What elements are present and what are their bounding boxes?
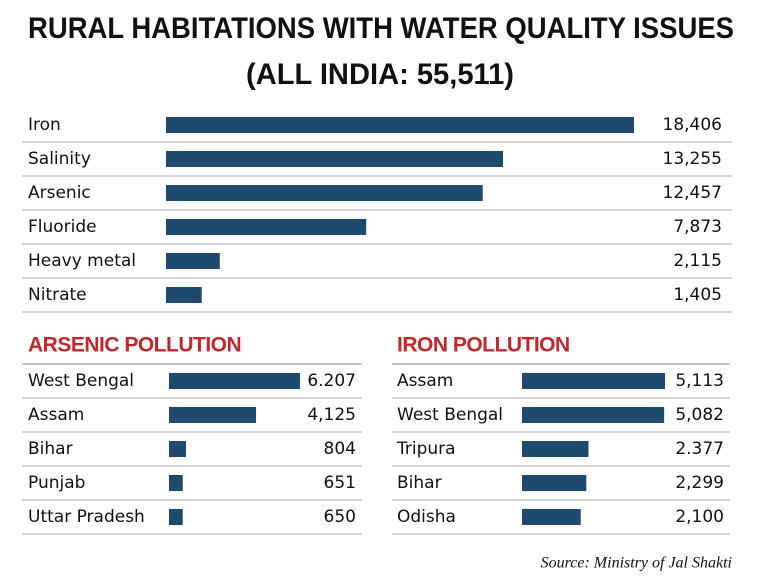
bar: [166, 117, 634, 133]
category-label: Arsenic: [28, 183, 91, 203]
value-label: 4,125: [307, 405, 356, 425]
value-label: 2,299: [675, 473, 724, 493]
bar: [166, 151, 504, 167]
bar: [166, 287, 202, 303]
bar: [169, 373, 300, 389]
value-label: 650: [324, 507, 356, 527]
bar: [169, 441, 186, 457]
bar: [169, 407, 257, 423]
value-label: 651: [324, 473, 356, 493]
bar: [166, 219, 367, 235]
value-label: 5,082: [675, 405, 724, 425]
chart-subtitle: (ALL INDIA: 55,511): [246, 58, 514, 91]
category-label: Assam: [397, 371, 453, 391]
value-label: 2,115: [673, 251, 722, 271]
category-label: Odisha: [397, 507, 456, 527]
category-label: Salinity: [28, 149, 91, 169]
category-label: West Bengal: [28, 371, 134, 391]
bar: [169, 509, 183, 525]
category-label: Bihar: [397, 473, 442, 493]
value-label: 18,406: [663, 115, 722, 135]
value-label: 2,100: [675, 507, 724, 527]
category-label: West Bengal: [397, 405, 503, 425]
bar: [522, 475, 587, 491]
bar: [166, 185, 483, 201]
category-label: Bihar: [28, 439, 73, 459]
category-label: Fluoride: [28, 217, 97, 237]
category-label: Iron: [28, 115, 61, 135]
bar: [169, 475, 183, 491]
category-label: Uttar Pradesh: [28, 507, 145, 527]
value-label: 12,457: [663, 183, 722, 203]
value-label: 804: [324, 439, 356, 459]
bar: [166, 253, 220, 269]
category-label: Nitrate: [28, 285, 87, 305]
category-label: Punjab: [28, 473, 85, 493]
bar: [522, 407, 665, 423]
value-label: 7,873: [673, 217, 722, 237]
value-label: 5,113: [675, 371, 724, 391]
bar: [522, 373, 665, 389]
category-label: Heavy metal: [28, 251, 136, 271]
bar: [522, 509, 581, 525]
source-note: Source: Ministry of Jal Shakti: [541, 555, 732, 572]
chart-title: RURAL HABITATIONS WITH WATER QUALITY ISS…: [28, 12, 734, 45]
section-title: ARSENIC POLLUTION: [28, 334, 241, 357]
category-label: Tripura: [396, 439, 456, 459]
section-title: IRON POLLUTION: [397, 334, 570, 357]
value-label: 2.377: [675, 439, 724, 459]
value-label: 1,405: [673, 285, 722, 305]
value-label: 13,255: [663, 149, 722, 169]
bar: [522, 441, 589, 457]
category-label: Assam: [28, 405, 84, 425]
value-label: 6.207: [307, 371, 356, 391]
